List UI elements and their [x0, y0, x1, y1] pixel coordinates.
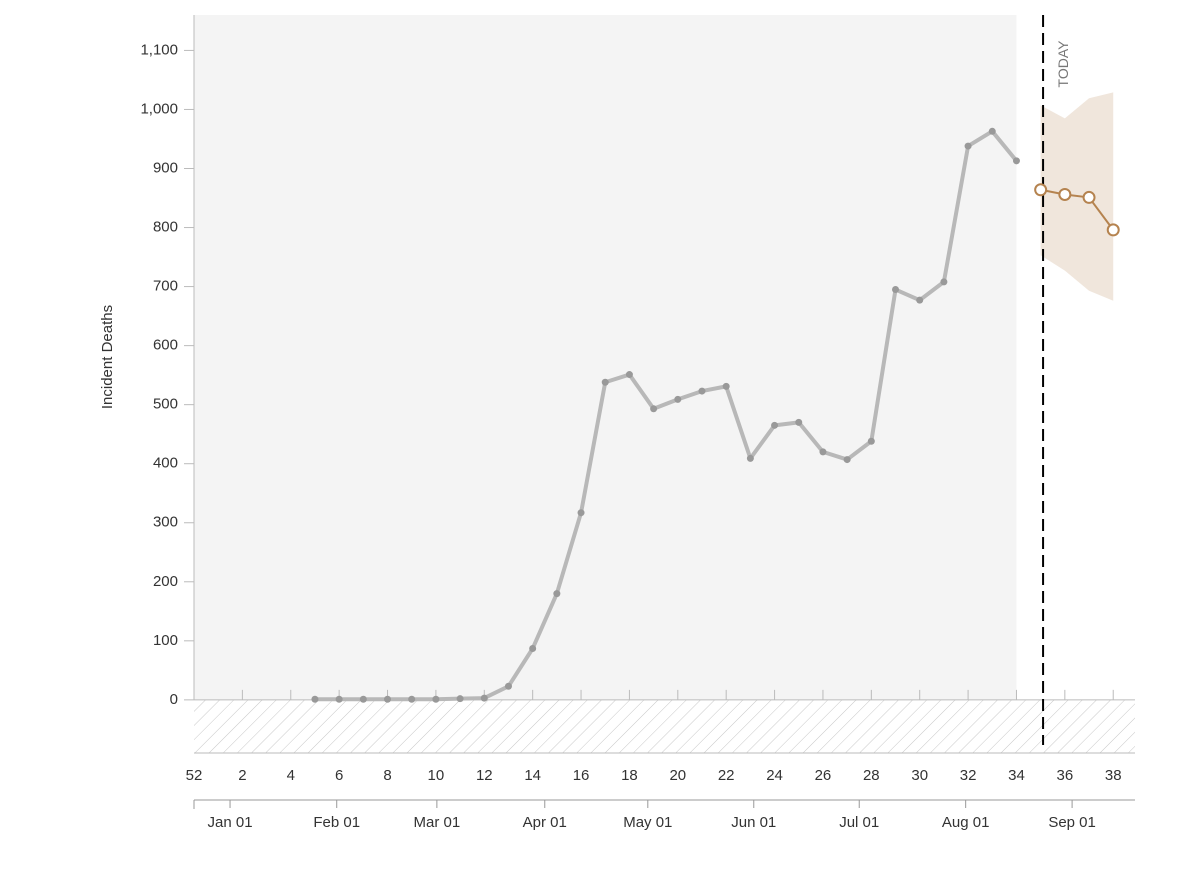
y-tick-label: 1,000: [140, 100, 178, 117]
date-tick-label: Jan 01: [208, 814, 253, 831]
x-tick-label: 32: [960, 767, 977, 784]
observed-point: [529, 644, 537, 652]
y-axis-label: Incident Deaths: [99, 305, 116, 409]
observed-point: [746, 454, 754, 462]
y-tick-label: 500: [153, 396, 178, 413]
x-tick-label: 22: [718, 767, 735, 784]
observed-line: [314, 129, 1019, 702]
observed-point: [384, 695, 392, 703]
date-tick-label: Mar 01: [414, 814, 461, 831]
x-tick-label: 8: [383, 767, 391, 784]
x-tick-label: 20: [669, 767, 686, 784]
y-tick-label: 600: [153, 337, 178, 354]
date-tick-label: Feb 01: [313, 814, 360, 831]
observed-point: [408, 695, 416, 703]
forecast-point: [1034, 183, 1048, 197]
x-tick-label: 16: [573, 767, 590, 784]
y-tick-label: 900: [153, 159, 178, 176]
x-tick-label: 18: [621, 767, 638, 784]
x-tick-label: 26: [815, 767, 832, 784]
y-tick-label: 0: [170, 691, 178, 708]
forecast-line: [1040, 188, 1115, 231]
date-tick-label: May 01: [623, 814, 672, 831]
y-tick-label: 700: [153, 278, 178, 295]
y-tick-label: 100: [153, 632, 178, 649]
x-tick-label: 28: [863, 767, 880, 784]
observed-point: [867, 437, 875, 445]
today-label: TODAY: [1055, 40, 1071, 88]
x-tick-label: 52: [186, 767, 203, 784]
observed-point: [988, 127, 996, 135]
date-tick-label: Aug 01: [942, 814, 990, 831]
observed-point: [843, 456, 851, 464]
x-tick-label: 36: [1057, 767, 1074, 784]
observed-point: [480, 694, 488, 702]
observed-point: [674, 395, 682, 403]
observed-point: [359, 695, 367, 703]
x-tick-label: 30: [911, 767, 928, 784]
y-tick-label: 800: [153, 219, 178, 236]
x-tick-label: 10: [428, 767, 445, 784]
observed-point: [650, 405, 658, 413]
x-tick-label: 34: [1008, 767, 1025, 784]
x-tick-label: 2: [238, 767, 246, 784]
y-tick-label: 200: [153, 573, 178, 590]
observed-point: [916, 296, 924, 304]
observed-point: [1012, 157, 1020, 165]
observed-point: [577, 509, 585, 517]
observed-point: [819, 448, 827, 456]
date-tick-label: Jun 01: [731, 814, 776, 831]
observed-point: [335, 695, 343, 703]
observed-point: [432, 695, 440, 703]
observed-point: [722, 382, 730, 390]
date-tick-label: Apr 01: [523, 814, 567, 831]
x-tick-label: 12: [476, 767, 493, 784]
observed-point: [940, 278, 948, 286]
y-tick-label: 400: [153, 455, 178, 472]
observed-point: [601, 378, 609, 386]
y-tick-label: 300: [153, 514, 178, 531]
observed-point: [892, 286, 900, 294]
observed-point: [553, 590, 561, 598]
date-tick-label: Sep 01: [1048, 814, 1096, 831]
x-tick-label: 38: [1105, 767, 1122, 784]
observed-point: [771, 421, 779, 429]
forecast-point: [1106, 223, 1120, 237]
x-tick-label: 24: [766, 767, 783, 784]
forecast-point: [1058, 187, 1072, 201]
y-tick-label: 1,100: [140, 41, 178, 58]
negative-hatch: [194, 699, 1135, 753]
observed-background: [194, 15, 1017, 700]
observed-point: [311, 695, 319, 703]
x-tick-label: 14: [524, 767, 541, 784]
observed-point: [964, 142, 972, 150]
x-tick-label: 4: [287, 767, 295, 784]
date-tick-label: Jul 01: [839, 814, 879, 831]
x-tick-label: 6: [335, 767, 343, 784]
observed-point: [698, 387, 706, 395]
observed-point: [456, 695, 464, 703]
observed-point: [504, 682, 512, 690]
forecast-point: [1082, 190, 1096, 204]
observed-point: [795, 418, 803, 426]
observed-point: [625, 371, 633, 379]
